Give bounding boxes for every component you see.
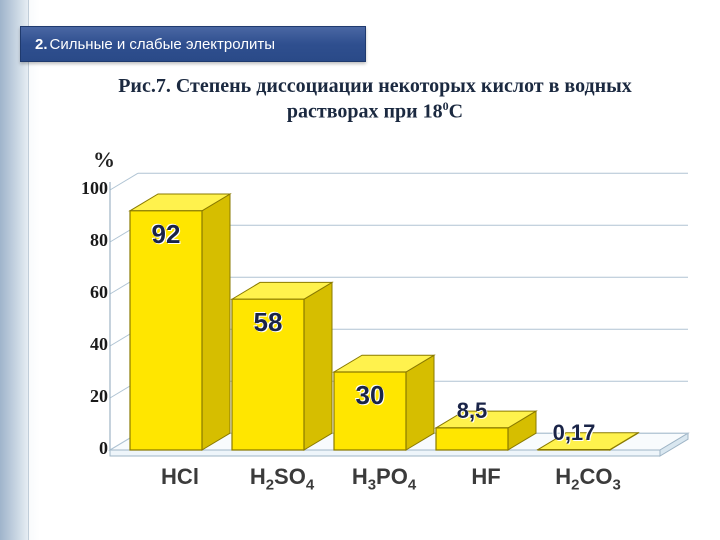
x-tick-label: H3PO4	[334, 464, 434, 493]
y-tick-label: 60	[58, 282, 108, 303]
bar-value-label: 92	[116, 219, 216, 250]
bar-value-label: 58	[218, 307, 318, 338]
x-tick-label: H2CO3	[538, 464, 638, 493]
chart-title-line2-prefix: растворах при 18	[287, 101, 443, 123]
y-tick-label: 80	[58, 230, 108, 251]
y-tick-label: 100	[58, 178, 108, 199]
section-header: 2. Сильные и слабые электролиты	[20, 26, 366, 62]
y-tick-label: 20	[58, 386, 108, 407]
bar-chart-svg	[50, 150, 690, 500]
bar-value-label: 0,17	[524, 420, 624, 446]
section-text: Сильные и слабые электролиты	[50, 36, 276, 53]
x-tick-label: H2SO4	[232, 464, 332, 493]
bar-value-label: 30	[320, 380, 420, 411]
chart-title-line1: Рис.7. Степень диссоциации некоторых кис…	[118, 75, 632, 97]
bar-value-label: 8,5	[422, 398, 522, 424]
x-tick-label: HF	[436, 464, 536, 490]
section-number: 2.	[35, 36, 48, 53]
chart-title: Рис.7. Степень диссоциации некоторых кис…	[60, 74, 690, 125]
chart: % 02040608010092HCl58H2SO430H3PO48,5HF0,…	[50, 150, 690, 500]
y-tick-label: 40	[58, 334, 108, 355]
slide: 2. Сильные и слабые электролиты Рис.7. С…	[0, 0, 720, 540]
y-tick-label: 0	[58, 438, 108, 459]
left-accent-strip	[0, 0, 29, 540]
x-tick-label: HCl	[130, 464, 230, 490]
chart-title-line2-suffix: С	[449, 101, 463, 123]
